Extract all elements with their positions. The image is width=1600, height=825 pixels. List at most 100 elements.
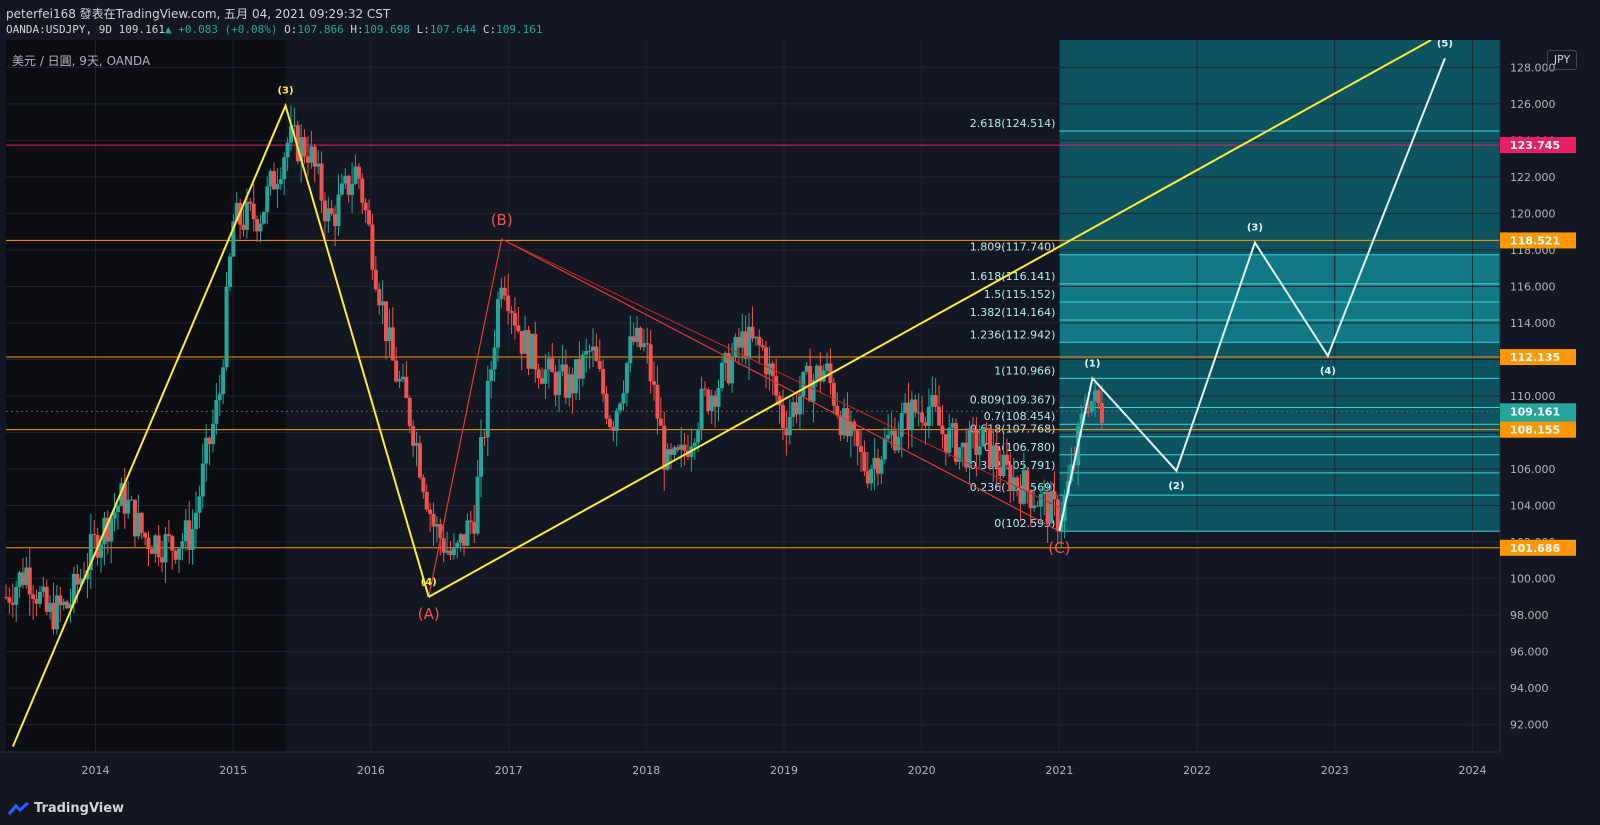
candle-body [289,126,294,143]
candle-body [947,427,952,453]
candle-body [343,175,348,184]
yellow-trendline [428,39,1432,598]
candle-body [563,364,568,398]
candle-body [109,518,114,542]
x-tick-label: 2023 [1321,764,1349,777]
x-tick-label: 2017 [495,764,523,777]
candle-body [987,428,992,468]
price-tag [1500,539,1576,556]
open-label: O: [284,23,298,36]
candle-body [370,224,375,270]
candle-body [404,376,409,399]
candle-body [957,447,962,462]
candle-body [536,369,541,379]
candle-body [377,289,382,306]
candle-body [492,347,497,370]
candle-body [736,337,741,348]
candle-body [1093,390,1098,402]
x-tick-label: 2018 [632,764,660,777]
candle-body [838,415,843,436]
price-tag [1500,349,1576,366]
candle-body [71,573,76,604]
candle-body [75,573,80,585]
abc-label: (A) [418,605,440,623]
candle-body [808,365,813,402]
series-legend[interactable]: 美元 / 日圓, 9天, OANDA [12,54,151,68]
candle-body [146,537,151,549]
candle-body [1055,499,1060,532]
candle-body [998,467,1003,477]
candle-body [204,437,209,464]
candle-body [180,541,185,549]
candle-body [899,412,904,437]
candle-body [441,538,446,553]
price-chart[interactable]: 2.618(124.514) 1.809(117.740) 1.618(116.14… [0,38,1600,792]
candle-body [143,532,148,538]
candle-body [322,200,327,222]
candle-body [550,358,555,373]
candle-body [115,506,120,513]
chart-area[interactable]: 2.618(124.514) 1.809(117.740) 1.618(116.14… [0,38,1600,792]
candle-body [217,394,222,401]
candle-body [10,602,15,605]
y-tick-label: 96.000 [1510,646,1549,659]
candle-body [648,344,653,382]
candle-body [48,602,53,612]
candle-body [373,269,378,290]
high-label: H: [350,23,364,36]
candle-body [913,399,918,413]
candle-body [285,142,290,158]
candle-body [991,445,996,468]
candle-body [943,434,948,453]
candle-body [933,395,938,407]
candle-body [669,449,674,455]
candle-body [814,365,819,381]
projection-wave-line [1058,57,1446,532]
candle-body [601,369,606,394]
candle-body [234,202,239,222]
candle-body [970,428,975,430]
chart-header: peterfei168 發表在TradingView.com, 五月 04, 2… [0,0,1600,40]
tradingview-brand[interactable]: TradingView [8,801,124,816]
candle-body [719,362,724,389]
candle-body [1049,491,1054,524]
candle-body [818,365,823,382]
wave-label: (4) [421,577,437,588]
candle-body [78,578,83,585]
candle-body [316,163,321,167]
candle-body [906,402,911,430]
candle-body [760,345,765,348]
candle-body [726,352,731,384]
low-value: 107.644 [429,23,477,36]
candle-body [526,330,531,369]
candle-body [1008,464,1013,492]
candle-body [1099,403,1104,423]
candle-body [743,331,748,359]
candle-body [1038,494,1043,507]
candle-body [821,370,826,382]
candle-body [852,421,857,431]
candle-body [295,125,300,162]
candle-body [282,157,287,180]
candle-body [489,369,494,381]
symbol-label[interactable]: OANDA:USDJPY, 9D [6,23,112,36]
candle-body [119,483,124,507]
red-channel-line [501,238,1060,508]
candle-body [346,175,351,195]
candle-body [170,536,175,551]
candle-body [892,430,897,451]
currency-button[interactable]: JPY [1547,50,1577,70]
candle-body [967,428,972,468]
candle-body [353,166,358,184]
candle-body [24,567,29,585]
candle-body [614,410,619,431]
candle-body [428,509,433,514]
x-tick-label: 2016 [357,764,385,777]
candle-body [149,548,154,554]
candle-body [305,156,310,163]
candle-body [411,426,416,446]
y-tick-label: 106.000 [1510,463,1556,476]
candle-body [845,408,850,437]
candle-body [424,491,429,510]
candle-body [14,586,19,605]
